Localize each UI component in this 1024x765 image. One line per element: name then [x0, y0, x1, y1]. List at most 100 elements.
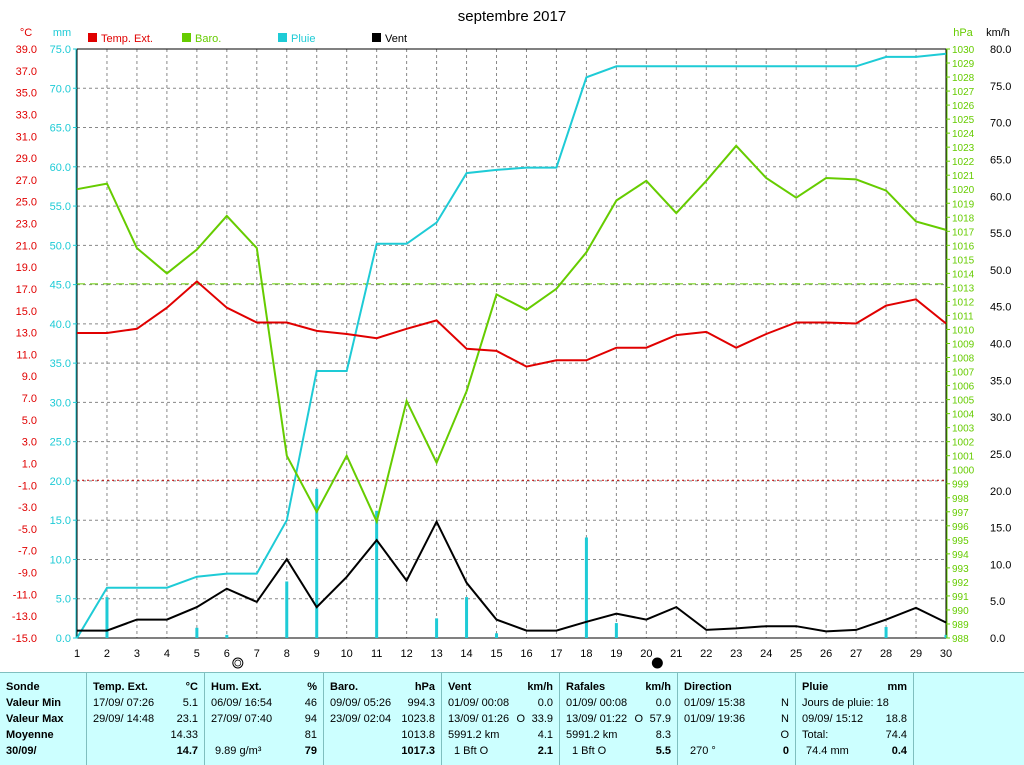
x-tick-label: 25	[790, 648, 802, 660]
rain-tick-label: 15.0	[50, 515, 71, 527]
row-label-mean: Moyenne	[6, 729, 54, 741]
wind-dist: 5991.2 km	[448, 729, 500, 741]
pressure-tick-label: 1019	[952, 199, 975, 210]
pressure-tick-label: 1006	[952, 382, 975, 393]
wind-tick-label: 20.0	[990, 486, 1011, 498]
row-label-day: 30/09/	[6, 745, 37, 757]
temperature-tick-label: 23.0	[16, 219, 37, 231]
pressure-tick-label: 1012	[952, 297, 975, 308]
x-tick-label: 10	[341, 648, 353, 660]
pressure-tick-label: 996	[952, 522, 969, 533]
pressure-tick-label: 990	[952, 606, 969, 617]
rain-tick-label: 60.0	[50, 162, 71, 174]
legend-swatch-temp	[88, 33, 97, 42]
dir-day-val: 0	[782, 745, 789, 757]
rain-column: Pluie mm Jours de pluie: 18 09/09/ 15:12 1…	[796, 673, 914, 765]
gusts-dist: 5991.2 km	[566, 729, 618, 741]
temperature-tick-label: -5.0	[18, 524, 37, 536]
gusts-min-val: 0.0	[655, 697, 671, 709]
temperature-tick-label: 9.0	[22, 371, 37, 383]
wind-tick-label: 65.0	[990, 154, 1011, 166]
legend-swatch-rain	[278, 33, 287, 42]
rain-bar	[495, 633, 499, 638]
pressure-tick-label: 1025	[952, 115, 975, 126]
wind-tick-label: 50.0	[990, 265, 1011, 277]
rain-bar	[285, 581, 289, 638]
temperature-tick-label: 5.0	[22, 415, 37, 427]
sonde-header: Sonde	[6, 681, 40, 693]
wind-tick-label: 25.0	[990, 449, 1011, 461]
series-line-temp-ext	[77, 280, 947, 368]
row-label-min: Valeur Min	[6, 697, 62, 709]
pressure-tick-label: 1000	[952, 466, 975, 477]
hum-min-date: 06/09/ 16:54	[211, 697, 273, 709]
pressure-tick-label: 999	[952, 480, 969, 491]
pressure-tick-label: 1014	[952, 269, 975, 280]
full-moon-icon-inner	[234, 659, 242, 667]
wind-tick-label: 75.0	[990, 81, 1011, 93]
rain-tick-label: 40.0	[50, 319, 71, 331]
x-tick-label: 24	[760, 648, 772, 660]
gusts-unit: km/h	[645, 681, 671, 693]
rain-tick-label: 35.0	[50, 358, 71, 370]
temp-min-val: 5.1	[182, 697, 198, 709]
wind-tick-label: 40.0	[990, 339, 1011, 351]
x-tick-label: 27	[850, 648, 862, 660]
dir-row1-date: 01/09/ 15:38	[684, 697, 746, 709]
temp-unit: °C	[185, 681, 198, 693]
rain-tick-label: 75.0	[50, 44, 71, 56]
pressure-tick-label: 1009	[952, 340, 975, 351]
wind-unit: km/h	[527, 681, 553, 693]
x-tick-label: 19	[610, 648, 622, 660]
rain-tick-label: 50.0	[50, 240, 71, 252]
rain-bar	[944, 634, 948, 638]
wind-axis-unit: km/h	[986, 27, 1010, 39]
direction-column: Direction 01/09/ 15:38 N 01/09/ 19:36 N O …	[678, 673, 796, 765]
wind-min-date: 01/09/ 00:08	[448, 697, 510, 709]
hum-min-val: 46	[304, 697, 317, 709]
wind-tick-label: 70.0	[990, 118, 1011, 130]
series-line-pluie	[76, 52, 947, 639]
dir-header: Direction	[684, 681, 732, 693]
series-line-baro	[76, 144, 947, 525]
rain-tick-label: 20.0	[50, 476, 71, 488]
rain-tick-label: 65.0	[50, 123, 71, 135]
temperature-tick-label: -13.0	[12, 611, 37, 623]
pressure-tick-label: 1011	[952, 311, 974, 322]
wind-header: Vent	[448, 681, 472, 693]
wind-tick-label: 45.0	[990, 302, 1011, 314]
temperature-tick-label: 39.0	[16, 44, 37, 56]
legend-swatch-baro	[182, 33, 191, 42]
rain-unit: mm	[887, 681, 907, 693]
pressure-tick-label: 995	[952, 536, 969, 547]
pressure-tick-label: 1027	[952, 87, 975, 98]
x-tick-label: 20	[640, 648, 652, 660]
pressure-tick-label: 1007	[952, 368, 975, 379]
x-tick-label: 14	[460, 648, 472, 660]
rain-total-label: Total:	[802, 729, 829, 741]
rain-bar	[884, 627, 888, 638]
gusts-header: Rafales	[566, 681, 606, 693]
rain-tick-label: 30.0	[50, 397, 71, 409]
rain-day-extra: 74.4 mm	[806, 745, 849, 757]
wind-tick-label: 60.0	[990, 191, 1011, 203]
temp-day-val: 14.7	[176, 745, 198, 757]
pressure-tick-label: 1026	[952, 101, 975, 112]
temperature-tick-label: -3.0	[18, 502, 37, 514]
rain-bar	[225, 634, 229, 638]
pressure-tick-label: 993	[952, 564, 969, 575]
wind-max-dir: O	[516, 713, 525, 725]
rain-bar	[195, 627, 199, 638]
rain-bar	[614, 623, 618, 638]
temperature-tick-label: 37.0	[16, 66, 37, 78]
x-tick-label: 2	[104, 648, 110, 660]
plot-grid	[76, 48, 947, 639]
temperature-tick-label: 1.0	[22, 458, 37, 470]
x-tick-label: 16	[520, 648, 532, 660]
legend: Temp. Ext. Baro. Pluie Vent	[88, 33, 407, 45]
temperature-tick-label: 25.0	[16, 197, 37, 209]
rain-bar	[315, 488, 319, 638]
x-tick-label: 8	[284, 648, 290, 660]
gusts-max-dir: O	[634, 713, 643, 725]
wind-dist-val: 4.1	[537, 729, 553, 741]
